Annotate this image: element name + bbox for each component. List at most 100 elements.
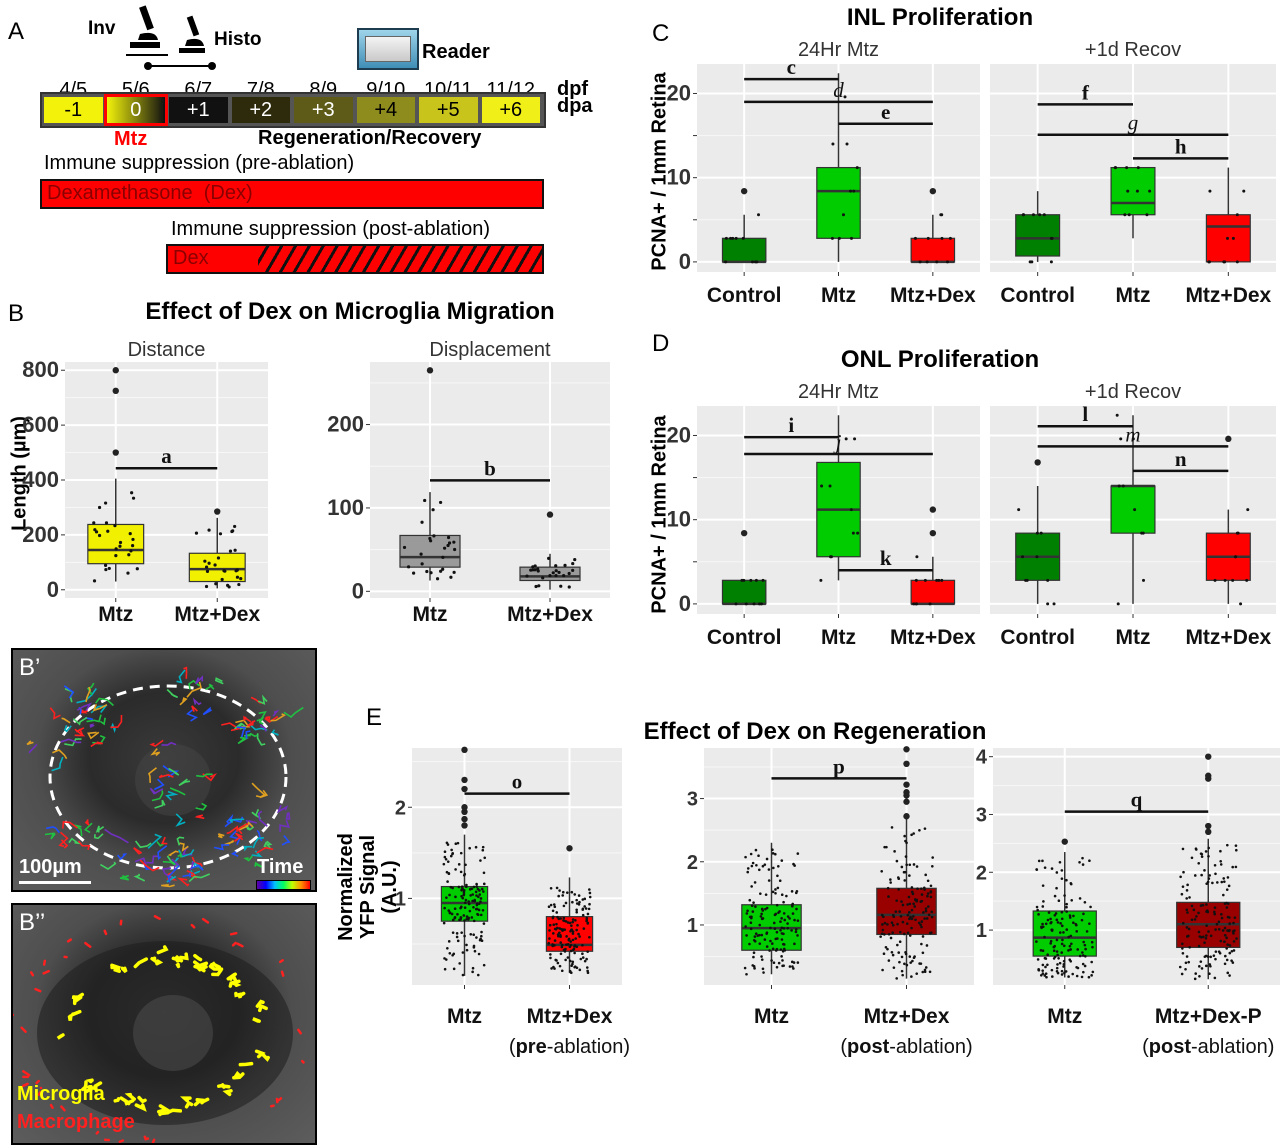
- jitter-point: [1068, 944, 1072, 948]
- jitter-point: [891, 931, 894, 935]
- jitter-point: [450, 912, 454, 916]
- migration-track: [146, 855, 159, 864]
- jitter-point: [1060, 869, 1064, 872]
- jitter-point: [891, 923, 895, 927]
- jitter-point: [1091, 945, 1094, 949]
- migration-track: [72, 716, 88, 726]
- jitter-point: [1228, 922, 1231, 925]
- x-category-label: Mtz+Dex: [174, 603, 260, 626]
- jitter-point: [537, 584, 541, 588]
- migration-track: [147, 833, 163, 849]
- jitter-point: [1199, 904, 1203, 907]
- jitter-point: [92, 521, 96, 525]
- y-tick-label: 3: [976, 804, 987, 826]
- jitter-point: [465, 948, 469, 952]
- jitter-point: [1203, 941, 1206, 944]
- jitter-point: [1227, 884, 1231, 888]
- jitter-point: [551, 571, 555, 575]
- jitter-point: [475, 936, 478, 939]
- jitter-point: [1060, 877, 1064, 880]
- jitter-point: [1145, 213, 1149, 217]
- jitter-point: [760, 958, 764, 961]
- jitter-point: [783, 918, 787, 922]
- jitter-point: [758, 923, 762, 927]
- jitter-point: [1209, 934, 1213, 938]
- jitter-point: [118, 540, 123, 545]
- jitter-point: [1088, 859, 1091, 862]
- jitter-point: [904, 952, 908, 956]
- jitter-point: [443, 850, 447, 854]
- jitter-point: [775, 903, 779, 907]
- jitter-point: [576, 923, 579, 927]
- migration-track: [157, 845, 168, 861]
- jitter-point: [1035, 940, 1038, 943]
- jitter-point: [1056, 921, 1060, 924]
- jitter-point: [470, 916, 474, 919]
- jitter-point: [749, 921, 753, 925]
- jitter-point: [553, 905, 557, 909]
- jitter-point: [476, 913, 480, 917]
- jitter-point: [1200, 935, 1203, 939]
- box-control: [721, 237, 767, 263]
- jitter-point: [578, 900, 581, 904]
- jitter-point: [1050, 867, 1054, 870]
- jitter-point: [460, 931, 463, 934]
- significance-label: c: [787, 55, 796, 79]
- jitter-point: [463, 906, 467, 909]
- jitter-point: [567, 938, 571, 942]
- jitter-point: [880, 870, 884, 873]
- migration-track: [179, 697, 188, 706]
- jitter-point: [1141, 531, 1145, 535]
- plate-reader-icon: [357, 28, 419, 70]
- jitter-point: [919, 923, 922, 927]
- outlier-point: [112, 449, 119, 456]
- jitter-point: [926, 879, 930, 883]
- jitter-point: [912, 902, 915, 906]
- significance-label: b: [484, 456, 496, 480]
- jitter-point: [819, 578, 823, 582]
- jitter-point: [920, 899, 924, 903]
- jitter-point: [235, 575, 240, 579]
- jitter-point: [571, 561, 575, 566]
- jitter-point: [548, 923, 552, 927]
- jitter-point: [752, 955, 755, 959]
- jitter-point: [1043, 956, 1047, 960]
- jitter-point: [1062, 959, 1066, 963]
- jitter-point: [1225, 888, 1229, 891]
- jitter-point: [1060, 910, 1064, 914]
- post-ablation-dex-bar: Dex: [166, 244, 544, 274]
- jitter-point: [759, 892, 762, 895]
- jitter-point: [1017, 508, 1021, 512]
- jitter-point: [443, 855, 447, 859]
- migration-track: [79, 709, 88, 714]
- microglia-cell: [180, 1096, 192, 1103]
- jitter-point: [1024, 578, 1028, 582]
- jitter-point: [548, 937, 551, 940]
- jitter-point: [760, 933, 764, 937]
- facet-strip-label: 24Hr Mtz: [798, 39, 879, 61]
- jitter-point: [1190, 904, 1194, 908]
- jitter-point: [563, 928, 567, 931]
- jitter-point: [1062, 944, 1066, 948]
- jitter-point: [914, 918, 917, 922]
- outlier-point: [740, 187, 748, 195]
- jitter-point: [1040, 926, 1043, 930]
- jitter-point: [564, 947, 567, 951]
- outlier-point: [566, 845, 573, 852]
- migration-track: [188, 873, 211, 883]
- y-tick-label: 200: [327, 412, 364, 437]
- significance-label: m: [1125, 422, 1140, 446]
- jitter-point: [1044, 965, 1047, 969]
- dashed-outline: [48, 684, 288, 870]
- microglia-cell: [157, 1104, 171, 1114]
- microglia-cell: [166, 1108, 183, 1114]
- jitter-point: [781, 942, 785, 946]
- jitter-point: [759, 602, 763, 606]
- jitter-point: [1131, 437, 1135, 441]
- migration-track: [161, 836, 168, 845]
- jitter-point: [791, 912, 795, 915]
- jitter-point: [475, 903, 479, 907]
- macrophage-cell: [34, 987, 42, 993]
- jitter-point: [1185, 908, 1189, 912]
- migration-track: [92, 703, 108, 712]
